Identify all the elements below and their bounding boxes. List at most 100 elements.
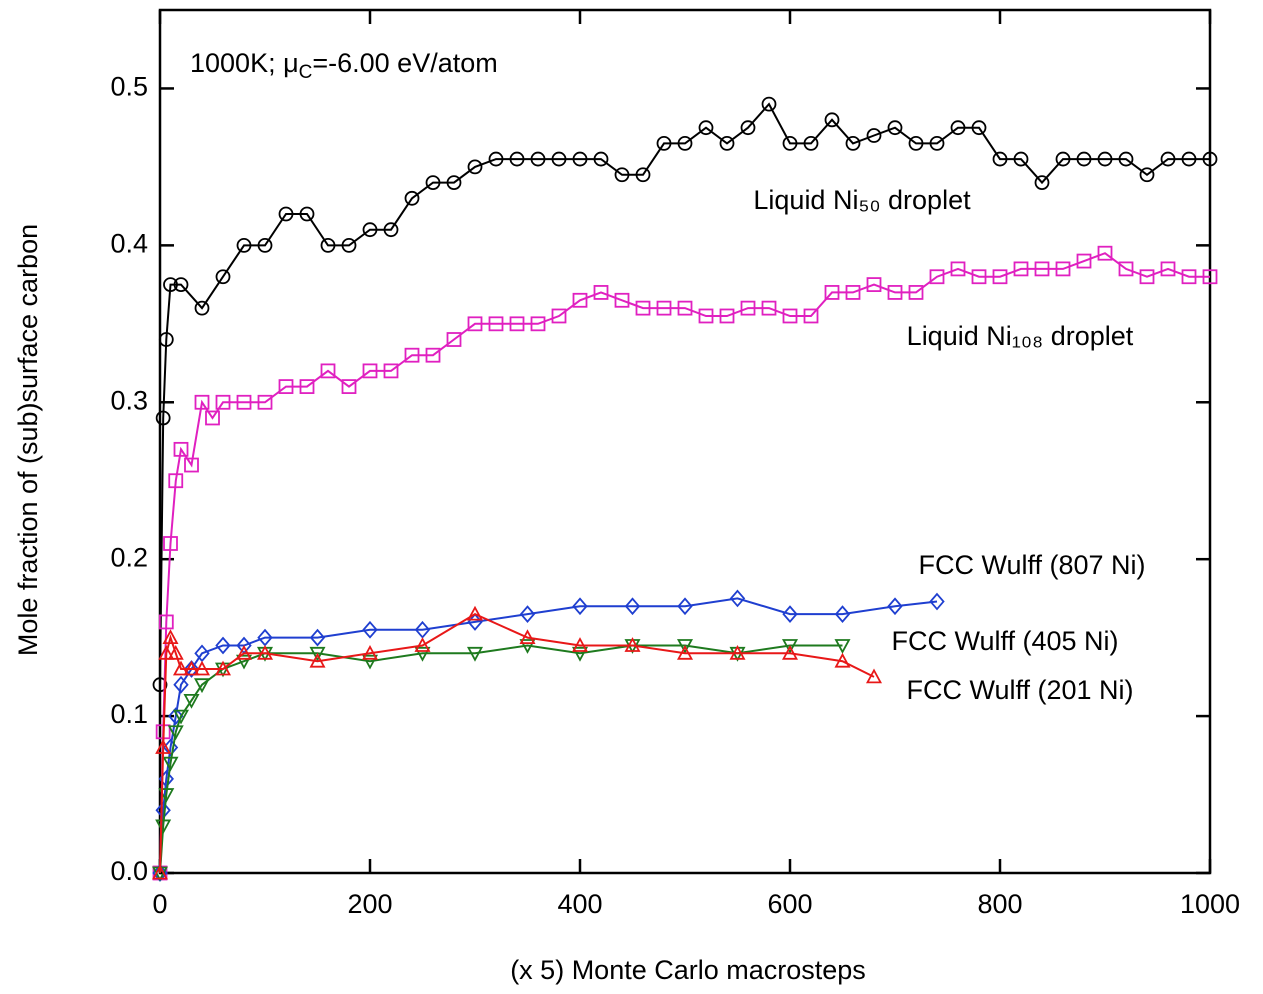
marker bbox=[168, 707, 184, 725]
marker bbox=[299, 379, 315, 394]
series-label: Liquid Ni₁₀₈ droplet bbox=[907, 321, 1134, 351]
marker bbox=[173, 441, 189, 457]
marker bbox=[929, 592, 945, 611]
series-line bbox=[159, 597, 938, 874]
marker bbox=[1202, 269, 1218, 285]
marker bbox=[167, 725, 184, 741]
marker bbox=[971, 120, 987, 136]
marker bbox=[677, 135, 693, 151]
marker bbox=[466, 605, 484, 621]
marker bbox=[193, 660, 211, 676]
marker bbox=[215, 269, 231, 285]
marker bbox=[256, 644, 274, 660]
marker bbox=[834, 639, 851, 654]
marker bbox=[509, 151, 525, 167]
marker bbox=[824, 285, 840, 300]
marker bbox=[1013, 151, 1029, 167]
marker bbox=[656, 300, 672, 316]
series bbox=[151, 605, 883, 880]
marker bbox=[865, 668, 883, 684]
marker bbox=[320, 237, 336, 253]
marker bbox=[158, 644, 175, 660]
marker bbox=[1055, 151, 1071, 167]
marker bbox=[158, 788, 175, 803]
marker bbox=[1181, 269, 1197, 285]
annotation-part: =-6.00 eV/atom bbox=[312, 48, 497, 78]
marker bbox=[383, 363, 399, 379]
marker bbox=[309, 646, 326, 662]
marker bbox=[163, 277, 178, 292]
marker bbox=[278, 379, 294, 394]
marker bbox=[152, 677, 168, 693]
marker bbox=[1139, 167, 1155, 183]
marker bbox=[992, 269, 1008, 285]
marker bbox=[1160, 151, 1176, 167]
marker bbox=[551, 308, 567, 324]
y-tick-label: 0.5 bbox=[110, 72, 148, 102]
marker bbox=[887, 597, 903, 616]
marker bbox=[414, 646, 431, 662]
series bbox=[152, 96, 1218, 693]
marker bbox=[676, 639, 694, 654]
marker bbox=[155, 739, 172, 754]
marker bbox=[162, 629, 179, 645]
marker bbox=[214, 660, 232, 676]
marker bbox=[519, 605, 536, 623]
marker bbox=[183, 660, 200, 678]
marker bbox=[866, 277, 882, 292]
x-axis-label: (x 5) Monte Carlo macrosteps bbox=[510, 955, 866, 985]
annotation: 1000K; μC=-6.00 eV/atom bbox=[190, 48, 498, 83]
annotation-subscript: C bbox=[299, 62, 313, 83]
marker bbox=[158, 614, 174, 630]
marker bbox=[519, 639, 536, 654]
y-tick-label: 0.1 bbox=[110, 699, 148, 729]
marker bbox=[887, 120, 903, 136]
marker bbox=[530, 151, 546, 167]
series-label: FCC Wulff (807 Ni) bbox=[918, 550, 1145, 580]
marker bbox=[236, 237, 252, 253]
marker bbox=[971, 269, 987, 285]
marker bbox=[172, 709, 190, 725]
marker bbox=[193, 678, 211, 694]
marker bbox=[278, 206, 294, 222]
marker bbox=[1097, 151, 1113, 167]
marker bbox=[425, 175, 441, 191]
y-axis-label: Mole fraction of (sub)surface carbon bbox=[13, 224, 43, 656]
marker bbox=[1034, 175, 1050, 191]
x-tick-label: 1000 bbox=[1180, 889, 1240, 919]
marker bbox=[740, 120, 756, 136]
marker bbox=[509, 316, 525, 332]
marker bbox=[320, 363, 336, 379]
marker bbox=[908, 285, 924, 300]
x-tick-label: 600 bbox=[767, 889, 812, 919]
marker bbox=[158, 332, 174, 347]
marker bbox=[172, 660, 190, 676]
marker bbox=[362, 363, 378, 379]
marker bbox=[1097, 245, 1113, 261]
marker bbox=[803, 135, 819, 151]
marker bbox=[341, 379, 357, 394]
series bbox=[152, 589, 945, 882]
marker bbox=[414, 637, 431, 652]
marker bbox=[299, 206, 315, 222]
series-line bbox=[159, 644, 843, 874]
marker bbox=[635, 300, 651, 316]
marker bbox=[1181, 151, 1197, 167]
marker bbox=[1076, 151, 1092, 167]
marker bbox=[215, 394, 231, 410]
marker bbox=[571, 637, 589, 652]
marker bbox=[593, 285, 609, 300]
marker bbox=[309, 652, 326, 668]
annotation-part: 1000K; μ bbox=[190, 48, 299, 78]
marker bbox=[1139, 269, 1155, 285]
marker bbox=[782, 308, 798, 324]
marker bbox=[488, 151, 504, 167]
y-tick-label: 0.0 bbox=[110, 856, 148, 886]
marker bbox=[467, 316, 483, 332]
marker bbox=[698, 120, 714, 136]
marker bbox=[782, 135, 798, 151]
marker bbox=[571, 646, 589, 662]
marker bbox=[719, 308, 735, 324]
marker bbox=[361, 644, 379, 660]
